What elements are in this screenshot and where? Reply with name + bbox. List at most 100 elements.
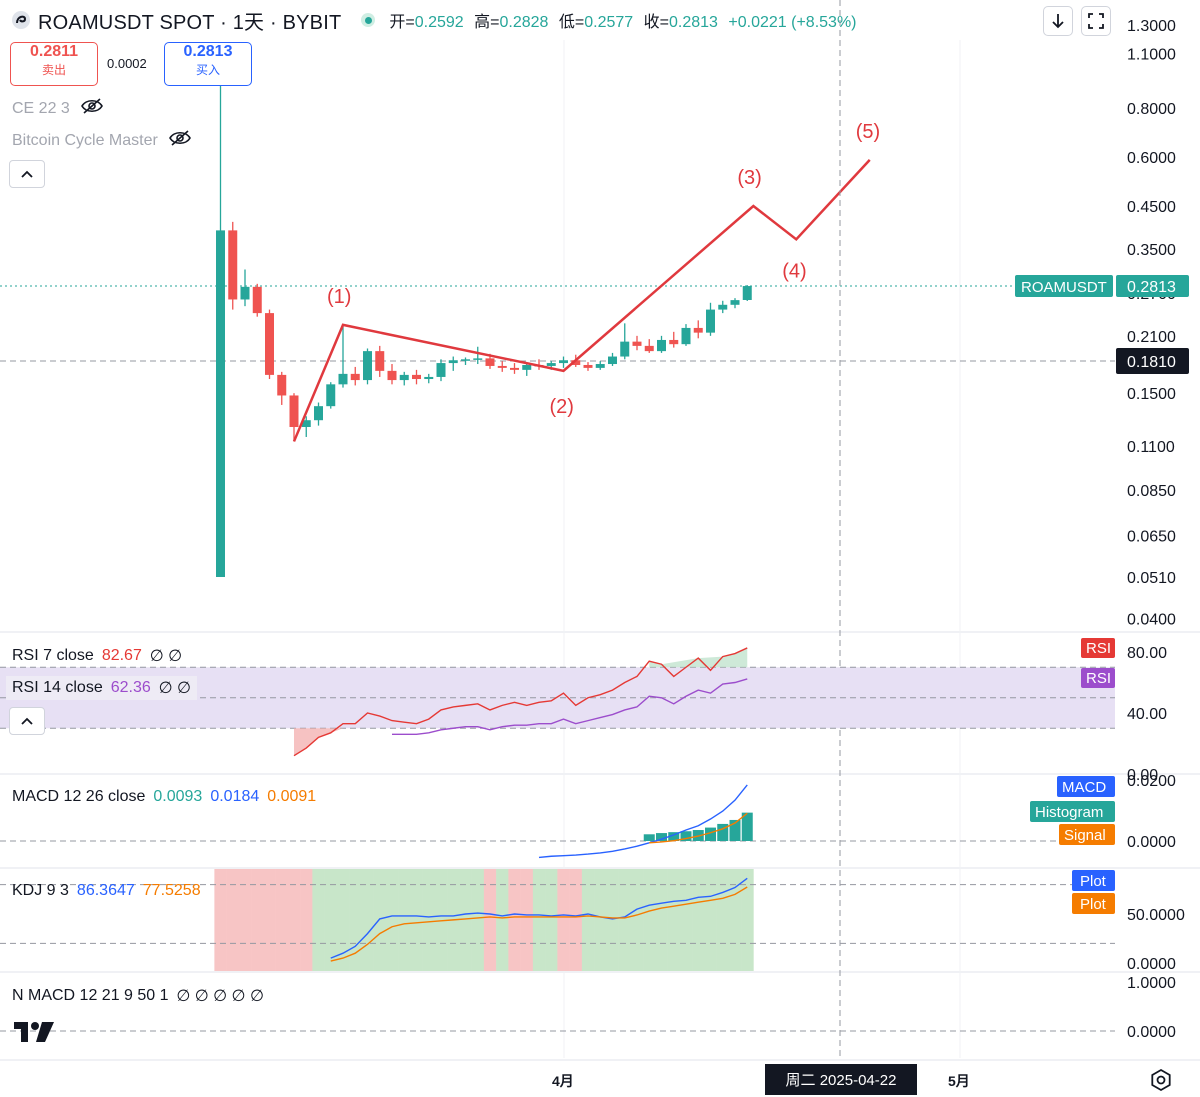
chevron-up-icon	[21, 717, 33, 725]
candle-body	[497, 365, 507, 368]
symbol-title[interactable]: ROAMUSDT SPOT · 1天 · BYBIT	[38, 11, 342, 34]
candle-body	[546, 363, 556, 366]
kdj-region	[287, 869, 301, 971]
rsi7-tag	[1081, 638, 1115, 658]
candle	[632, 335, 642, 351]
candle	[424, 373, 434, 384]
kdj-region	[569, 869, 583, 971]
kdj-tick-label: 50.0000	[1127, 907, 1185, 924]
kdj-region	[251, 869, 264, 971]
kdj-region	[655, 869, 668, 971]
kdj-d-line	[330, 886, 748, 962]
ce-indicator-label[interactable]: CE 22 3	[12, 97, 104, 120]
kdj-region	[557, 869, 570, 971]
nmacd-tick-label: 0.0000	[1127, 1024, 1176, 1041]
kdj-region	[226, 869, 240, 971]
price-tick-label: 0.0850	[1127, 483, 1176, 500]
kdj-label[interactable]: KDJ 9 3 86.3647 77.5258	[12, 882, 201, 899]
signal-line	[649, 812, 748, 844]
candle-body	[326, 384, 336, 407]
nmacd-label[interactable]: N MACD 12 21 9 50 1 ∅ ∅ ∅ ∅ ∅	[12, 987, 264, 1005]
candle-body	[632, 341, 642, 346]
candle-body	[436, 363, 446, 377]
macd-line	[538, 784, 748, 859]
candle	[265, 309, 274, 380]
download-button[interactable]	[1043, 6, 1073, 36]
candle-body	[669, 339, 679, 345]
kdj-region	[410, 869, 423, 971]
candle-body	[522, 364, 532, 370]
last-price-tag	[1116, 275, 1189, 297]
candle-body	[657, 339, 666, 352]
rsi14-tag-label: RSI	[1086, 670, 1111, 687]
eye-hidden-icon[interactable]	[80, 97, 104, 120]
fullscreen-button[interactable]	[1081, 6, 1111, 36]
candle	[301, 416, 311, 437]
collapse-overlays-button[interactable]	[9, 160, 45, 188]
price-tick-label: 0.3500	[1127, 242, 1176, 259]
market-open-icon	[361, 13, 376, 27]
collapse-rsi-button[interactable]	[9, 707, 45, 735]
kdj-region	[373, 869, 387, 971]
sell-button[interactable]: 0.2811 卖出	[10, 42, 98, 86]
rsi14-label[interactable]: RSI 14 close 62.36 ∅ ∅	[6, 676, 198, 700]
candle-body	[473, 358, 483, 360]
candle	[620, 323, 630, 360]
candle-body	[265, 313, 274, 375]
price-tick-label: 0.0650	[1127, 529, 1176, 546]
candle-body	[228, 230, 238, 300]
chart-header: ROAMUSDT SPOT · 1天 · BYBIT 开=0.2592 高=0.…	[0, 0, 863, 40]
macd-label[interactable]: MACD 12 26 close 0.0093 0.0184 0.0091	[12, 788, 317, 805]
kdj-k-line	[330, 877, 748, 959]
candle	[375, 345, 385, 377]
candle	[595, 361, 605, 370]
kdj-region	[704, 869, 717, 971]
candle-body	[583, 364, 593, 368]
candle-body	[595, 364, 605, 368]
tradingview-logo-icon[interactable]	[14, 1020, 56, 1049]
rsi7-line	[293, 647, 748, 757]
candle	[461, 357, 470, 365]
candle	[399, 371, 409, 386]
candle	[510, 363, 519, 374]
kdj-region	[336, 869, 350, 971]
rsi-tick-label: 80.00	[1127, 645, 1167, 662]
price-tick-label: 0.6000	[1127, 150, 1176, 167]
candle-body	[485, 358, 495, 366]
kdj-region	[520, 869, 534, 971]
kdj-tick-label: 0.0000	[1127, 956, 1176, 973]
kdj-region	[545, 869, 558, 971]
candle-body	[608, 356, 617, 365]
rsi7-label[interactable]: RSI 7 close 82.67 ∅ ∅	[12, 647, 183, 665]
spread-value: 0.0002	[107, 56, 147, 71]
kdj-region	[581, 869, 595, 971]
bcm-indicator-label[interactable]: Bitcoin Cycle Master	[12, 129, 192, 152]
change-readout: +0.0221 (+8.53%)	[728, 14, 857, 31]
candle-body	[240, 286, 250, 300]
kdj-d-tag-label: Plot	[1080, 896, 1107, 913]
rsi14-tag	[1081, 668, 1115, 688]
eye-hidden-icon[interactable]	[168, 129, 192, 152]
candle-body	[338, 373, 348, 385]
buy-button[interactable]: 0.2813 买入	[164, 42, 252, 86]
kdj-region	[483, 869, 497, 971]
candle	[338, 324, 348, 388]
candle	[718, 300, 728, 314]
macd-histogram-bar	[680, 831, 692, 841]
kdj-region	[618, 869, 632, 971]
settings-gear-icon[interactable]	[1149, 1068, 1173, 1097]
candle	[363, 348, 372, 385]
candle-body	[693, 327, 703, 333]
chevron-up-icon	[21, 170, 33, 178]
candle	[608, 352, 617, 366]
macd-legend-tag	[1030, 801, 1115, 822]
kdj-region	[606, 869, 619, 971]
wave-label: (2)	[550, 396, 574, 418]
price-tick-label: 0.1100	[1127, 439, 1175, 456]
candle	[240, 269, 250, 307]
rsi7-tag-label: RSI	[1086, 640, 1111, 657]
kdj-region	[385, 869, 399, 971]
kdj-region	[667, 869, 681, 971]
kdj-region	[471, 869, 485, 971]
